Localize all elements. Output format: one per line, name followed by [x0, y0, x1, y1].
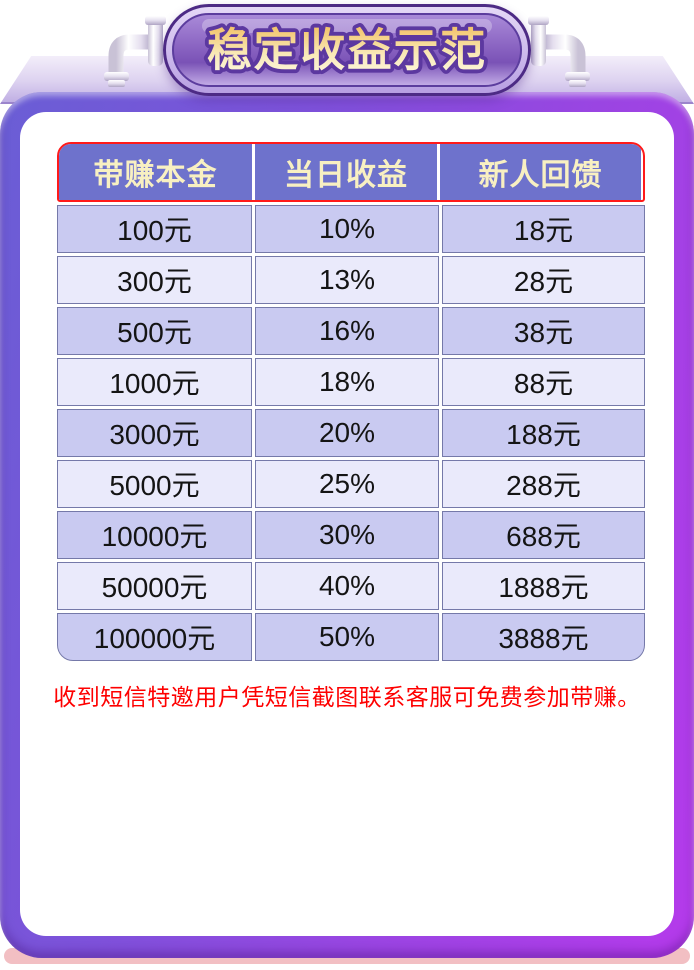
- table-cell: 16%: [255, 307, 439, 355]
- table-cell: 88元: [442, 358, 645, 406]
- table-cell: 20%: [255, 409, 439, 457]
- promo-banner-face: 稳定收益示范: [172, 13, 522, 87]
- table-cell: 188元: [442, 409, 645, 457]
- table-body: 100元 10% 18元 300元 13% 28元 500元 16% 38元 1…: [57, 205, 645, 661]
- banner-title-art: 稳定收益示范: [203, 23, 489, 80]
- table-cell: 40%: [255, 562, 439, 610]
- table-cell: 50000元: [57, 562, 252, 610]
- table-header-row: 带赚本金 当日收益 新人回馈: [57, 142, 645, 202]
- promo-banner: 稳定收益示范: [163, 4, 531, 96]
- pipe-left-icon: [104, 16, 166, 87]
- table-cell: 5000元: [57, 460, 252, 508]
- table-cell: 30%: [255, 511, 439, 559]
- table-header-bonus: 新人回馈: [440, 144, 641, 200]
- table-header-rate: 当日收益: [255, 144, 437, 200]
- table-cell: 18%: [255, 358, 439, 406]
- table-cell: 3000元: [57, 409, 252, 457]
- table-cell: 38元: [442, 307, 645, 355]
- table-cell: 50%: [255, 613, 439, 661]
- pipe-right-icon: [528, 16, 590, 87]
- table-header-principal: 带赚本金: [59, 144, 252, 200]
- banner-title: 稳定收益示范: [207, 27, 487, 76]
- table-cell: 13%: [255, 256, 439, 304]
- table-cell: 28元: [442, 256, 645, 304]
- table-cell: 500元: [57, 307, 252, 355]
- table-cell: 10000元: [57, 511, 252, 559]
- table-cell: 3888元: [442, 613, 645, 661]
- income-table: 带赚本金 当日收益 新人回馈 100元 10% 18元 300元 13% 28元…: [57, 142, 645, 661]
- table-cell: 25%: [255, 460, 439, 508]
- notice-text: 收到短信特邀用户凭短信截图联系客服可免费参加带赚。: [53, 684, 641, 710]
- table-cell: 1888元: [442, 562, 645, 610]
- table-cell: 100000元: [57, 613, 252, 661]
- table-cell: 688元: [442, 511, 645, 559]
- table-cell: 10%: [255, 205, 439, 253]
- table-cell: 100元: [57, 205, 252, 253]
- table-cell: 300元: [57, 256, 252, 304]
- table-cell: 1000元: [57, 358, 252, 406]
- table-cell: 18元: [442, 205, 645, 253]
- table-cell: 288元: [442, 460, 645, 508]
